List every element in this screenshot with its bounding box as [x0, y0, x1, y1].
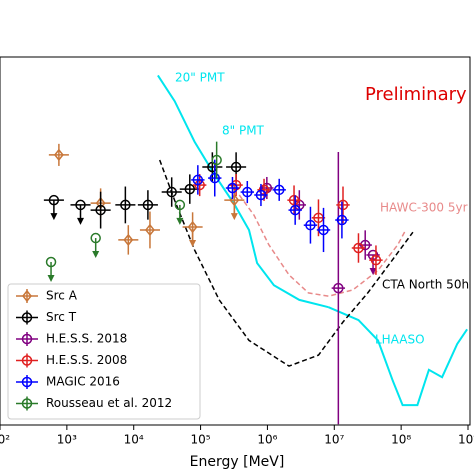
marker: [166, 186, 177, 198]
plot-frame: [0, 56, 471, 426]
legend-marker: [21, 333, 33, 345]
series: [191, 159, 349, 253]
marker: [333, 282, 344, 294]
marker: [370, 254, 382, 266]
legend-label: Src T: [46, 310, 77, 324]
marker: [305, 219, 316, 231]
marker: [120, 199, 131, 211]
marker: [359, 239, 371, 251]
curve-label: LHAASO: [375, 333, 425, 347]
marker: [229, 193, 240, 207]
x-tick-label: 10⁴: [124, 433, 144, 447]
marker: [227, 182, 238, 194]
legend-label: H.E.S.S. 2018: [46, 332, 127, 346]
marker: [95, 204, 106, 216]
marker: [142, 199, 154, 211]
legend-label: MAGIC 2016: [46, 375, 120, 389]
marker: [242, 186, 253, 198]
upper-limit-arrow: [176, 217, 184, 225]
marker: [230, 161, 242, 173]
x-tick-label: 10⁷: [324, 433, 344, 447]
legend-marker: [21, 312, 33, 323]
upper-limit-arrow: [230, 213, 238, 221]
marker: [273, 184, 285, 196]
curve-label: CTA North 50h: [382, 278, 469, 292]
legend-marker: [21, 376, 33, 388]
marker: [53, 148, 64, 162]
marker: [353, 242, 364, 254]
legend-box: [7, 283, 201, 420]
marker: [209, 172, 221, 184]
x-tick-label: 10⁵: [191, 433, 211, 447]
marker: [337, 199, 349, 211]
upper-limit-arrow: [369, 267, 377, 275]
series: [45, 141, 222, 282]
legend-label: Src A: [46, 289, 78, 303]
marker: [187, 220, 198, 234]
x-tick-label: 10³: [57, 433, 77, 447]
marker: [261, 182, 273, 194]
marker: [336, 214, 348, 226]
legend-label: H.E.S.S. 2008: [46, 353, 127, 367]
marker: [90, 232, 101, 244]
marker: [211, 154, 222, 166]
legend: Src A Src T H.E.S.S. 2018 H.E.S.S. 2008 MAGI…: [7, 283, 201, 420]
marker: [174, 199, 186, 211]
upper-limit-arrow: [189, 240, 197, 248]
legend-marker: [22, 289, 32, 303]
upper-limit-arrow: [92, 251, 100, 259]
curve-label: 8" PMT: [222, 124, 265, 138]
upper-limit-arrow: [77, 217, 85, 225]
marker: [192, 174, 204, 186]
curve-label: HAWC-300 5yr: [380, 201, 468, 215]
curve: [328, 306, 468, 407]
marker: [145, 223, 155, 237]
marker: [123, 233, 134, 247]
curve: [157, 74, 329, 309]
curve: [238, 194, 407, 297]
curve-label: 20" PMT: [175, 71, 225, 85]
marker: [75, 199, 86, 211]
legend-marker: [21, 355, 33, 366]
marker: [288, 194, 300, 206]
marker: [255, 189, 267, 201]
annotation: Preliminary: [365, 84, 467, 105]
x-tick-label: 10⁸: [391, 433, 411, 447]
x-tick-label: 10⁶: [257, 433, 277, 447]
marker: [45, 256, 57, 268]
x-tick-label: 10⁹: [458, 433, 474, 447]
marker: [48, 194, 60, 206]
curve: [158, 159, 414, 367]
marker: [289, 204, 301, 216]
series: [193, 174, 383, 275]
x-tick-label: 10²: [0, 433, 10, 447]
upper-limit-arrow: [50, 213, 58, 221]
legend-label: Rousseau et al. 2012: [46, 396, 172, 410]
upper-limit-arrow: [47, 274, 55, 282]
x-axis-label: Energy [MeV]: [190, 454, 285, 470]
legend-marker: [21, 398, 33, 409]
marker: [184, 183, 196, 195]
marker: [318, 224, 329, 236]
